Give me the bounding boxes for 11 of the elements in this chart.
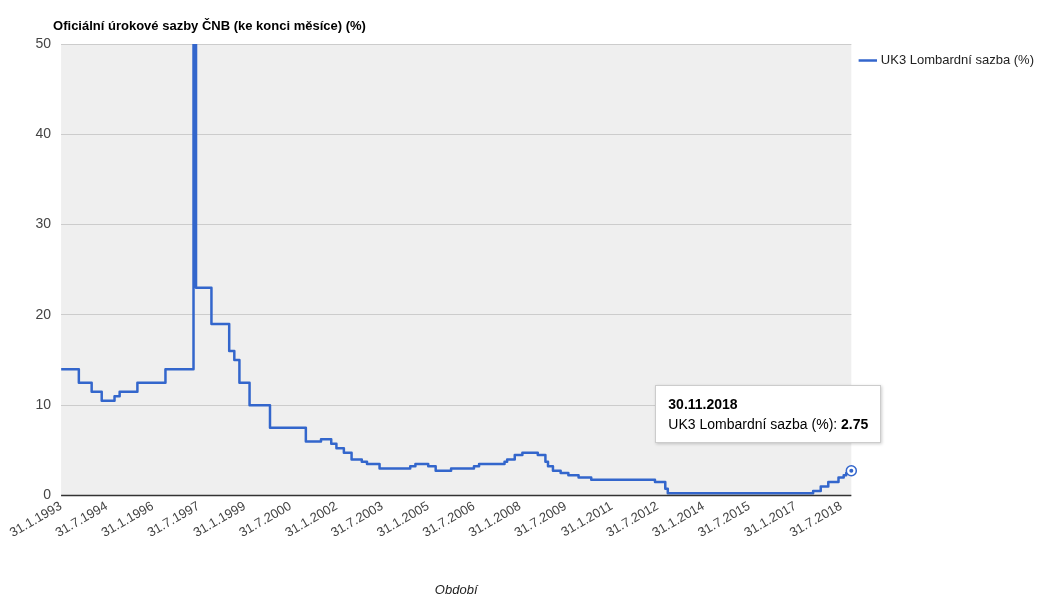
- y-tick-label: 40: [35, 125, 52, 142]
- y-tick-label: 0: [43, 486, 52, 503]
- chart-title: Oficiální úrokové sazby ČNB (ke konci měsíce) (%): [53, 18, 366, 33]
- y-tick-label: 20: [35, 305, 52, 322]
- y-tick-label: 50: [35, 34, 52, 51]
- y-tick-label: 10: [35, 396, 52, 413]
- y-tick-label: 30: [35, 215, 52, 232]
- callout-box: 30.11.2018 UK3 Lombardní sazba (%): 2.75: [655, 384, 882, 443]
- legend-label: UK3 Lombardní sazba (%): [880, 52, 1035, 68]
- x-axis-title: Období: [434, 582, 479, 597]
- annotation: 30.11.2018 UK3 Lombardní sazba (%): 2.75: [668, 394, 869, 434]
